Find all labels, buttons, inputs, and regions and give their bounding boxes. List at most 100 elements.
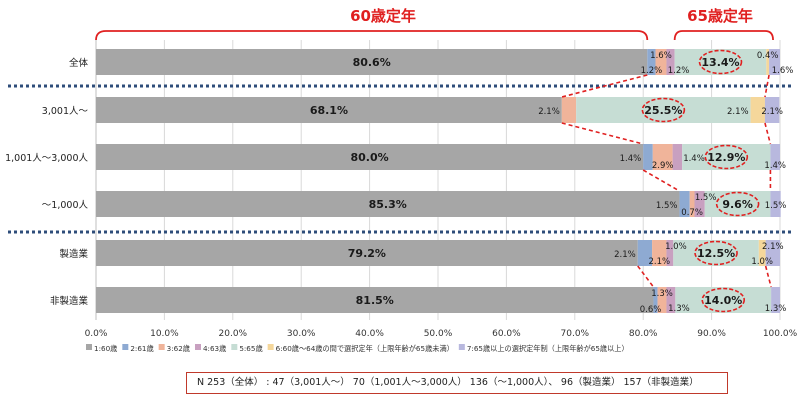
x-tick-label: 60.0% <box>492 329 521 339</box>
bar-segment <box>637 240 653 266</box>
bar-segment <box>652 240 667 266</box>
data-label: 1.3% <box>651 289 673 299</box>
bar-segment <box>769 49 780 75</box>
data-label: 9.6% <box>722 198 753 211</box>
bar-segment <box>96 240 638 266</box>
x-tick-label: 70.0% <box>561 329 590 339</box>
bars <box>96 49 781 313</box>
category-label: 3,001人～ <box>42 106 89 117</box>
bar-segment <box>666 240 674 266</box>
data-label: 2.1% <box>648 257 670 267</box>
legend-swatch <box>458 344 465 350</box>
highlight-circle <box>715 191 760 217</box>
bar-segment <box>561 97 577 123</box>
data-label: 1.2% <box>641 66 663 76</box>
bracket-60 <box>95 30 649 41</box>
legend-swatch <box>267 344 274 350</box>
data-label: 1.4% <box>620 154 642 164</box>
data-label: 1.6% <box>772 66 794 76</box>
bar-segment <box>682 144 771 170</box>
data-label: 1.3% <box>765 304 787 314</box>
bar-segment <box>765 240 780 266</box>
bar-segment <box>657 287 667 313</box>
x-tick-label: 80.0% <box>629 329 658 339</box>
bar-segment <box>643 144 653 170</box>
data-label: 2.1% <box>727 107 749 117</box>
data-label: 0.6% <box>640 305 662 315</box>
data-label: 1.5% <box>695 193 717 203</box>
data-labels: 80.6% 1.2% 1.6% 1.2% 13.4% 0.4% 1.6% 68.1% 2.1% 2… <box>310 49 794 315</box>
bar-segment <box>96 144 644 170</box>
header-label-60: 60歳定年 <box>350 7 416 25</box>
data-label: 14.0% <box>704 294 742 307</box>
bar-segment <box>694 191 705 217</box>
x-tick-label: 30.0% <box>287 329 316 339</box>
connector-line <box>642 169 680 192</box>
chart-header-brackets: 60歳定年 65歳定年 <box>95 3 774 41</box>
bar-segment <box>771 287 780 313</box>
bar-segment <box>96 191 680 217</box>
legend-swatch <box>194 344 201 350</box>
bar-segment <box>672 144 683 170</box>
bar-segment <box>655 49 667 75</box>
data-label: 80.0% <box>351 151 389 164</box>
bar-segment <box>653 287 658 313</box>
data-label: 2.1% <box>614 250 636 260</box>
data-label: 1.4% <box>764 161 786 171</box>
bar-segment <box>674 49 767 75</box>
connector-line <box>764 265 772 288</box>
highlight-circle <box>641 97 686 123</box>
x-tick-label: 20.0% <box>219 329 248 339</box>
category-label: ～1,000人 <box>42 200 89 211</box>
bar-segment <box>766 49 770 75</box>
bar-segment <box>647 49 656 75</box>
data-label: 1.0% <box>665 242 687 252</box>
legend-label: 6:60歳～64歳の間で選択定年（上限年齢が65歳未満） <box>276 344 454 353</box>
legend: 1:60歳 2:61歳 3:62歳 4:63歳 5:65歳 6:60歳～64歳の間で選択定… <box>86 344 629 353</box>
category-label: 1,001人～3,000人 <box>5 153 88 164</box>
x-tick-label: 0.0% <box>85 329 108 339</box>
data-label: 68.1% <box>310 104 348 117</box>
connector-line <box>764 122 772 145</box>
x-tick-label: 40.0% <box>355 329 384 339</box>
legend-label: 3:62歳 <box>167 344 190 353</box>
data-label: 81.5% <box>356 294 394 307</box>
data-label: 25.5% <box>644 104 682 117</box>
bar-segment <box>673 240 759 266</box>
data-label: 85.3% <box>369 198 407 211</box>
connector-line <box>561 74 648 98</box>
highlight-circle <box>704 144 749 170</box>
legend-label: 4:63歳 <box>203 344 226 353</box>
legend-swatch <box>231 344 238 350</box>
x-tick-label: 90.0% <box>697 329 726 339</box>
data-label: 2.1% <box>762 242 784 252</box>
data-label: 1.3% <box>668 304 690 314</box>
data-label: 1.4% <box>683 154 705 164</box>
bracket-label-bg <box>348 3 418 25</box>
data-label: 2.9% <box>652 161 674 171</box>
bar-segment <box>758 240 766 266</box>
connector-line <box>561 122 644 145</box>
bar-segment <box>675 287 772 313</box>
bar-segment <box>96 49 648 75</box>
bar-segment <box>652 144 673 170</box>
data-label: 12.5% <box>697 247 735 260</box>
data-label: 79.2% <box>348 247 386 260</box>
connector-line <box>637 265 655 288</box>
bar-segment <box>704 191 771 217</box>
legend-swatch <box>122 344 129 350</box>
legend-label: 5:65歳 <box>239 344 262 353</box>
connector-line <box>764 74 770 98</box>
category-label: 全体 <box>69 57 89 69</box>
data-label: 0.4% <box>757 51 779 61</box>
bar-segment <box>96 97 562 123</box>
bar-segment <box>666 287 676 313</box>
legend-label: 7:65歳以上の選択定年制（上限年齢が65歳以上） <box>467 344 629 353</box>
bar-segment <box>750 97 765 123</box>
data-label: 0.7% <box>681 208 703 218</box>
x-tick-label: 50.0% <box>424 329 453 339</box>
x-tick-label: 10.0% <box>150 329 179 339</box>
data-label: 1.0% <box>751 257 773 267</box>
